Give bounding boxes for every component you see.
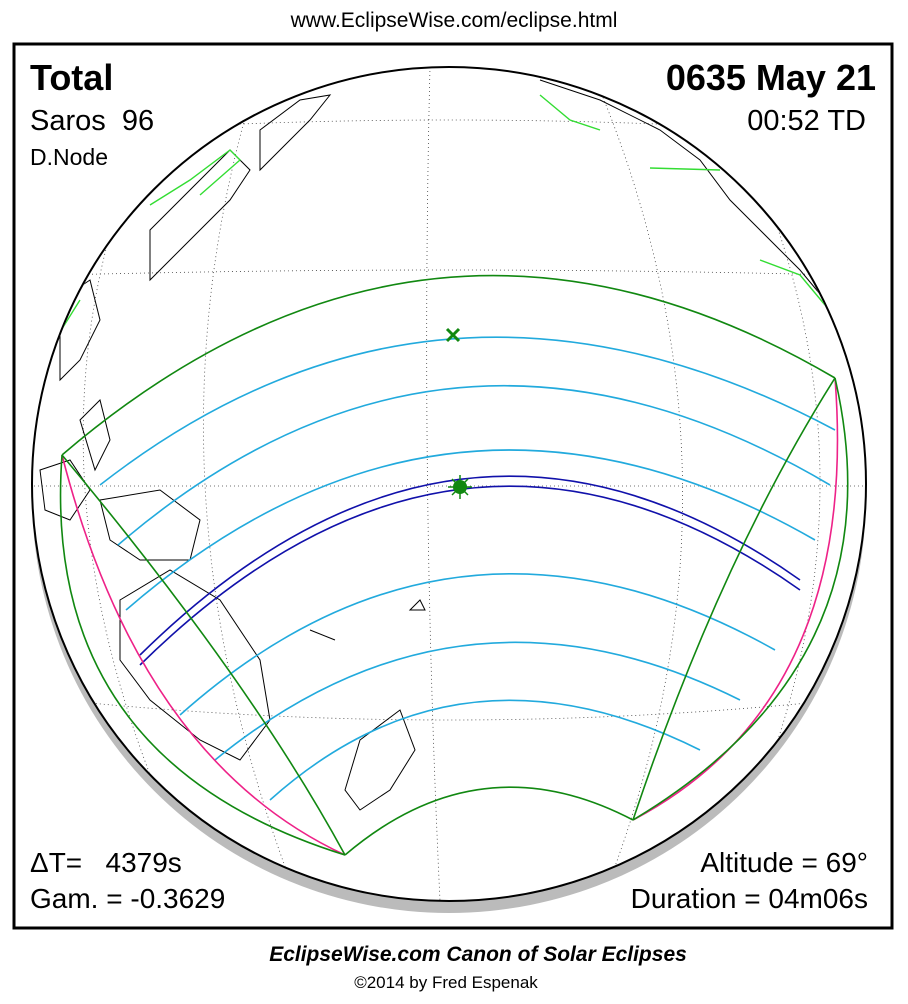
contour: [269, 699, 701, 801]
limit-curve: [61, 454, 346, 856]
southern-limit: [344, 786, 634, 856]
contour: [214, 641, 741, 761]
contour: [125, 449, 816, 611]
eclipse-path: [59, 274, 849, 856]
duration: Duration = 04m06s: [631, 883, 868, 914]
limit-curve: [632, 377, 849, 821]
delta-t: ΔT= 4379s: [30, 847, 182, 878]
globe-disk: [31, 66, 867, 902]
altitude: Altitude = 69°: [700, 847, 868, 878]
eclipse-type: Total: [30, 57, 113, 98]
limit-curve: [59, 454, 346, 856]
coastlines: [39, 79, 826, 811]
eclipse-date: 0635 May 21: [666, 57, 876, 98]
northern-limit: [61, 274, 836, 456]
central-limit: [139, 475, 801, 656]
globe: [31, 66, 867, 913]
time: 00:52 TD: [747, 105, 866, 137]
gamma: Gam. = -0.3629: [30, 883, 225, 914]
rise-set-curve: [632, 377, 839, 821]
greatest-eclipse-star: [448, 475, 472, 499]
copyright: ©2014 by Fred Espenak: [354, 973, 538, 992]
contour: [99, 336, 836, 486]
contour: [117, 384, 831, 546]
rise-set-curve: [61, 454, 346, 856]
saros: Saros 96: [30, 105, 154, 137]
node: D.Node: [30, 144, 108, 170]
contour: [179, 573, 776, 716]
subsolar-point: [445, 327, 461, 343]
url: www.EclipseWise.com/eclipse.html: [290, 9, 618, 32]
limit-curve: [632, 377, 836, 821]
footer-title: EclipseWise.com Canon of Solar Eclipses: [269, 943, 687, 966]
